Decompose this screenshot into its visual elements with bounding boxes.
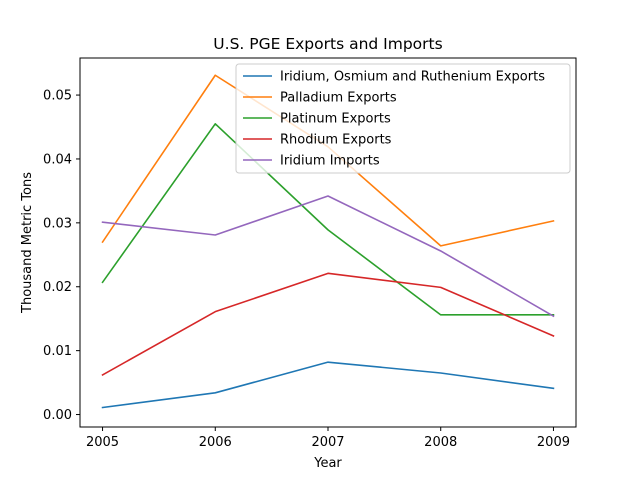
legend-label: Palladium Exports: [280, 91, 397, 106]
legend-label: Platinum Exports: [280, 112, 391, 127]
y-tick-label: 0.00: [43, 408, 72, 423]
x-axis-label: Year: [313, 456, 342, 471]
y-axis-label: Thousand Metric Tons: [20, 172, 35, 314]
y-tick-label: 0.04: [43, 152, 72, 167]
x-tick-label: 2009: [537, 435, 570, 450]
legend-label: Iridium Imports: [280, 154, 380, 169]
x-tick-label: 2007: [311, 435, 344, 450]
y-tick-label: 0.01: [43, 344, 72, 359]
chart-title: U.S. PGE Exports and Imports: [213, 35, 442, 53]
y-tick-label: 0.05: [43, 89, 72, 104]
legend-label: Iridium, Osmium and Ruthenium Exports: [280, 70, 545, 85]
series-line-4: [101, 272, 555, 377]
series-line-1: [101, 361, 555, 409]
y-axis: 0.00 0.01 0.02 0.03 0.04 0.05: [43, 89, 80, 423]
x-tick-label: 2006: [199, 435, 232, 450]
legend: Iridium, Osmium and Ruthenium Exports Pal…: [235, 63, 571, 174]
series-line-3: [101, 123, 555, 316]
legend-box: [235, 63, 571, 174]
series-line-5: [101, 195, 555, 318]
x-tick-label: 2008: [424, 435, 457, 450]
x-tick-label: 2005: [86, 435, 119, 450]
legend-label: Rhodium Exports: [280, 133, 392, 148]
x-axis: 2005 2006 2007 2008 2009: [86, 427, 570, 450]
y-tick-label: 0.02: [43, 280, 72, 295]
y-tick-label: 0.03: [43, 216, 72, 231]
